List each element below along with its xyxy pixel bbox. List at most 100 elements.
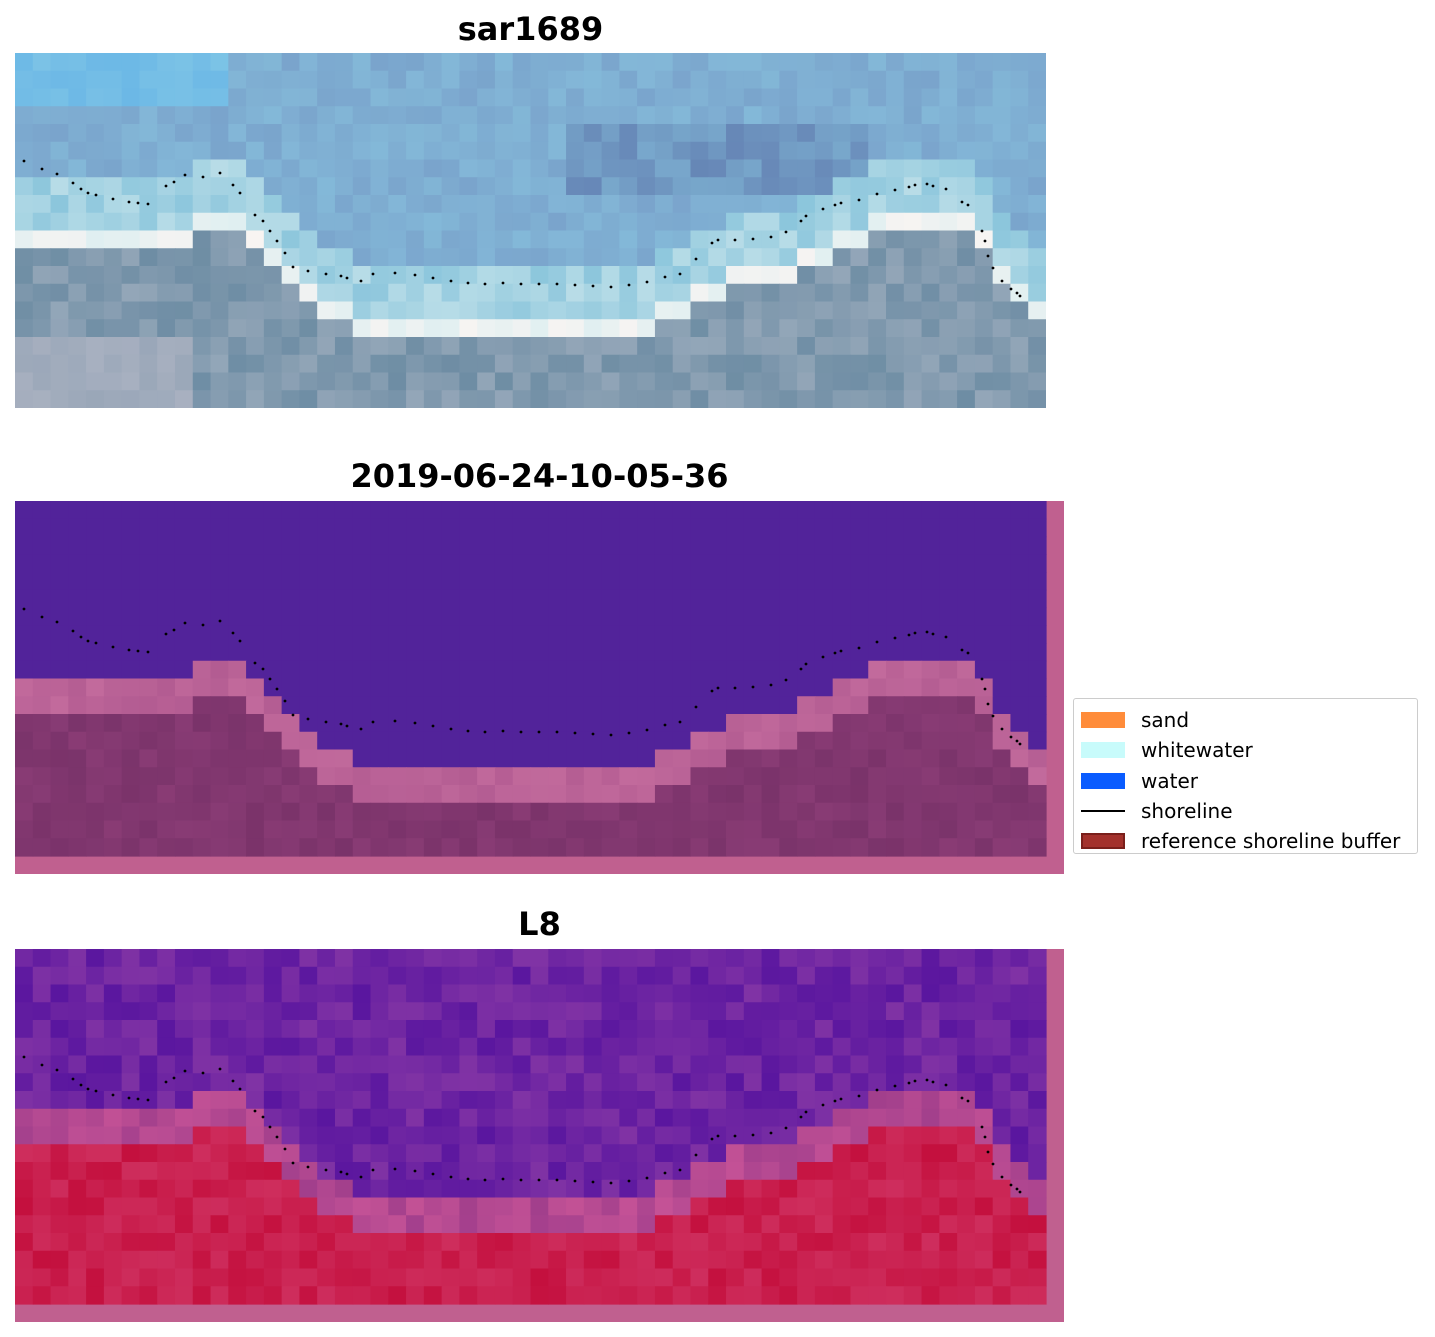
index-pixel: [583, 1055, 603, 1074]
class-pixel: [761, 820, 780, 839]
index-pixel: [743, 1108, 763, 1128]
class-pixel: [32, 625, 52, 644]
class-pixel: [761, 625, 780, 644]
class-pixel: [32, 589, 52, 609]
shoreline-point: [537, 730, 541, 734]
class-pixel: [957, 678, 976, 697]
index-pixel: [726, 984, 745, 1003]
rgb-pixel: [619, 53, 638, 72]
class-pixel: [726, 731, 745, 751]
rgb-pixel: [761, 106, 780, 125]
class-pixel: [957, 554, 976, 573]
shoreline-point: [466, 729, 470, 733]
index-pixel: [299, 1286, 318, 1305]
class-pixel: [157, 802, 176, 822]
class-pixel: [121, 518, 141, 538]
index-pixel: [174, 1002, 194, 1021]
rgb-pixel: [583, 124, 603, 143]
index-pixel: [459, 1037, 478, 1057]
shoreline-point: [261, 1115, 265, 1119]
class-pixel: [121, 536, 141, 555]
index-pixel: [263, 1126, 283, 1145]
rgb-pixel: [50, 372, 69, 391]
shoreline-point: [769, 235, 773, 239]
rgb-pixel: [139, 266, 158, 285]
rgb-pixel: [530, 354, 549, 374]
class-pixel: [334, 607, 354, 626]
rgb-pixel: [139, 141, 158, 161]
index-pixel: [334, 1268, 354, 1287]
class-pixel: [15, 785, 34, 804]
class-pixel: [121, 820, 141, 839]
rgb-pixel: [459, 212, 478, 232]
index-pixel: [103, 1144, 123, 1163]
rgb-pixel: [850, 106, 869, 125]
class-pixel: [654, 501, 674, 520]
shoreline-point: [907, 1081, 911, 1085]
rgb-pixel: [619, 141, 638, 161]
index-pixel: [50, 1055, 69, 1074]
class-pixel: [281, 838, 301, 857]
index-pixel: [832, 1162, 852, 1181]
index-pixel: [832, 1268, 852, 1287]
rgb-pixel: [477, 88, 496, 107]
index-pixel: [459, 1144, 478, 1163]
index-pixel: [779, 1002, 798, 1021]
rgb-pixel: [210, 141, 229, 161]
class-pixel: [512, 714, 532, 733]
rgb-pixel: [86, 301, 105, 320]
rgb-pixel: [548, 141, 567, 161]
rgb-pixel: [370, 106, 389, 125]
index-pixel: [974, 1179, 994, 1199]
rgb-pixel: [103, 159, 123, 178]
index-pixel: [761, 1197, 780, 1216]
rgb-pixel: [637, 106, 656, 125]
class-pixel: [868, 820, 887, 839]
rgb-pixel: [939, 301, 958, 320]
index-pixel: [281, 1197, 301, 1216]
class-pixel: [334, 749, 354, 768]
index-pixel: [761, 1233, 780, 1252]
index-pixel: [299, 1108, 318, 1128]
class-pixel: [974, 820, 994, 839]
rgb-pixel: [50, 319, 69, 338]
class-pixel: [903, 501, 923, 520]
index-pixel: [210, 1055, 229, 1074]
index-pixel: [32, 1002, 52, 1021]
index-pixel: [637, 966, 656, 986]
rgb-pixel: [779, 141, 798, 161]
index-pixel: [814, 1091, 834, 1110]
shoreline-point: [839, 1097, 843, 1101]
index-pixel: [157, 1037, 176, 1057]
index-pixel: [494, 1037, 514, 1057]
rgb-pixel: [726, 266, 745, 285]
rgb-pixel: [654, 319, 674, 338]
class-pixel: [779, 607, 798, 626]
index-pixel: [1028, 1144, 1047, 1163]
index-pixel: [850, 1002, 869, 1021]
rgb-pixel: [299, 106, 318, 125]
index-pixel: [957, 1162, 976, 1181]
rgb-pixel: [530, 212, 549, 232]
index-pixel: [921, 1162, 940, 1181]
class-pixel: [157, 554, 176, 573]
rgb-pixel: [1028, 390, 1046, 408]
index-pixel: [761, 1108, 780, 1128]
rgb-pixel: [174, 124, 194, 143]
index-pixel: [886, 966, 905, 986]
index-pixel: [103, 984, 123, 1003]
index-pixel: [299, 1197, 318, 1216]
index-pixel: [654, 1020, 674, 1039]
rgb-pixel: [174, 319, 194, 338]
class-pixel: [352, 838, 372, 857]
rgb-pixel: [370, 88, 389, 107]
rgb-pixel: [174, 372, 194, 391]
shoreline-point: [609, 1181, 613, 1185]
shoreline-point: [501, 729, 505, 733]
class-pixel: [939, 696, 958, 715]
index-pixel: [690, 1020, 709, 1039]
shoreline-point: [986, 1150, 990, 1154]
class-pixel: [743, 607, 763, 626]
index-pixel: [388, 1215, 407, 1234]
rgb-pixel: [192, 319, 212, 338]
